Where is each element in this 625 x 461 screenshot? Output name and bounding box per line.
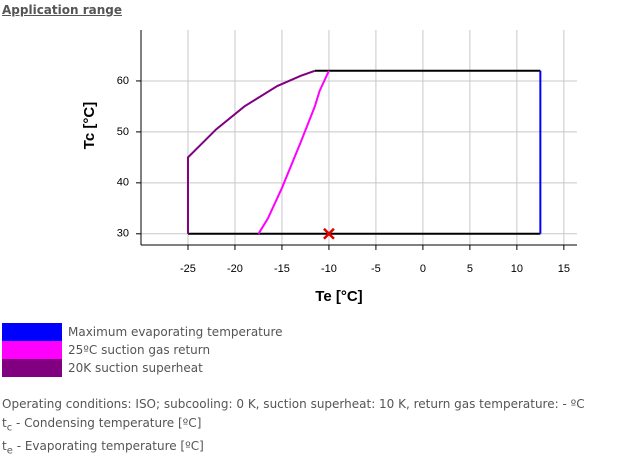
page: Application range -25 -20 -15 -10 -5 0 5 10 15 30… [2,3,585,457]
definition: tc - Condensing temperature [ºC] [2,414,585,437]
marker-stroke [323,227,335,240]
legend-swatch [2,341,62,359]
legend: Maximum evaporating temperature 25ºC suct… [2,323,283,377]
x-tick-label: 15 [558,263,570,275]
x-tick-label: -10 [321,263,337,275]
legend-label: Maximum evaporating temperature [68,325,283,339]
marker [323,227,335,240]
definition-text: - Condensing temperature [ºC] [12,416,202,430]
series-line [257,70,330,235]
x-tick-label: -5 [371,263,381,275]
chart: -25 -20 -15 -10 -5 0 5 10 15 30 40 50 60 Te [°C] Tc [°… [81,30,577,305]
x-tick-label: -20 [227,263,243,275]
y-tick-label: 30 [117,228,129,240]
x-tick-label: 0 [420,263,426,275]
y-tick-label: 50 [117,126,129,138]
y-axis-label: Tc [°C] [81,102,98,149]
legend-item: 25ºC suction gas return [2,341,283,359]
legend-swatch [2,359,62,377]
y-tick-label: 40 [117,177,129,189]
y-tick-label: 60 [117,75,129,87]
x-tick-label: 10 [511,263,523,275]
page-title: Application range [2,3,123,17]
x-tick-label: -25 [180,263,196,275]
x-tick-label: -15 [274,263,290,275]
legend-label: 25ºC suction gas return [68,343,211,357]
x-axis-label: Te [°C] [315,288,362,305]
legend-item: Maximum evaporating temperature [2,323,283,341]
series-line [186,69,316,234]
conditions: Operating conditions: ISO; subcooling: 0… [2,397,585,411]
legend-swatch [2,323,62,341]
x-tick-label: 5 [467,263,473,275]
symbol: t [2,416,7,430]
definition-text: - Evaporating temperature [ºC] [12,439,204,454]
definition: te - Evaporating temperature [ºC] [2,437,585,460]
legend-label: 20K suction superheat [68,361,203,375]
notes: Operating conditions: ISO; subcooling: 0… [2,395,585,461]
symbol: t [2,439,7,454]
subscript: c [6,422,13,434]
legend-item: 20K suction superheat [2,359,283,377]
